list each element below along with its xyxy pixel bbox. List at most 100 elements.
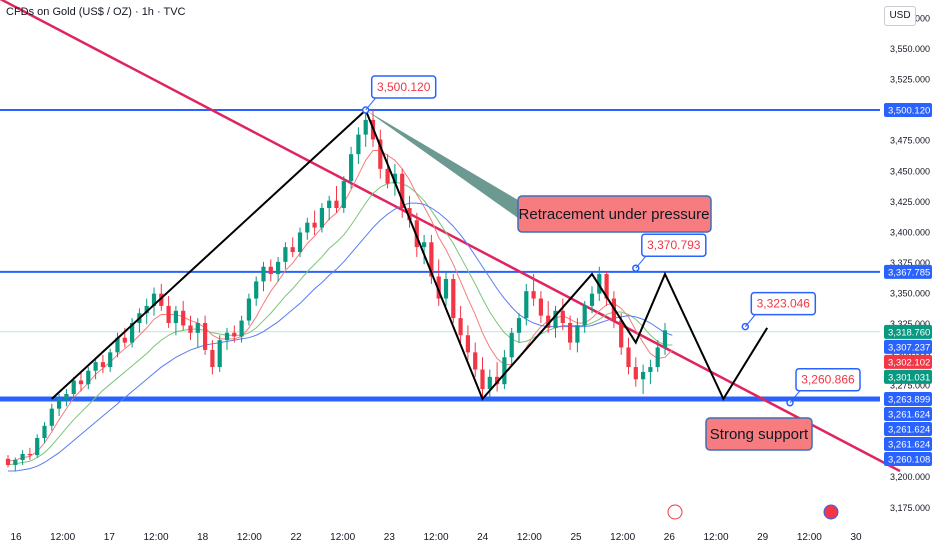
annotation-support-text: Strong support: [710, 426, 809, 443]
price-axis-badge: [884, 406, 932, 421]
candle-body: [181, 310, 186, 326]
x-tick-label: 17: [104, 532, 116, 543]
price-axis-badge-text: 3,307.237: [888, 342, 930, 353]
price-axis-badge: [884, 391, 932, 406]
candle-body: [217, 340, 222, 368]
price-label-leader: [744, 314, 756, 327]
price-axis-badge-text: 3,261.624: [888, 424, 930, 435]
x-tick-label: 12:00: [330, 532, 355, 543]
us-flag-icon: [823, 504, 839, 520]
y-tick-label: 3,325.000: [890, 319, 930, 329]
candle-body: [509, 332, 514, 358]
x-tick-label: 23: [384, 532, 396, 543]
candle-body: [341, 181, 346, 208]
candle-body: [538, 298, 543, 316]
candle-body: [49, 408, 54, 426]
candle-body: [495, 376, 500, 385]
y-tick-label: 3,425.000: [890, 197, 930, 207]
candle-body: [319, 208, 324, 228]
y-tick-label: 3,375.000: [890, 258, 930, 268]
candle-body: [203, 323, 208, 350]
candle-body: [502, 357, 507, 385]
candle-body: [210, 349, 215, 368]
price-label-leader: [789, 390, 801, 404]
candle-body: [356, 134, 361, 155]
candle-body: [86, 370, 91, 385]
candle-body: [108, 352, 113, 368]
currency-button[interactable]: USD: [884, 6, 916, 26]
candle-body: [422, 242, 427, 248]
price-axis-badge-text: 3,367.785: [888, 267, 930, 278]
price-axis-badge: [884, 324, 932, 339]
candle-body: [20, 453, 25, 461]
candle-body: [166, 305, 171, 324]
candle-body: [64, 393, 69, 399]
price-label-box: [641, 233, 707, 257]
candle-body: [173, 310, 178, 324]
candle-body: [305, 222, 310, 233]
candle-body: [582, 305, 587, 326]
candle-body: [334, 200, 339, 208]
candle-body: [13, 460, 18, 465]
candle-body: [407, 208, 412, 221]
x-tick-label: 12:00: [143, 532, 168, 543]
event-flash-icon: [667, 504, 683, 520]
zigzag-pattern: [51, 108, 769, 401]
price-label-box: [750, 291, 817, 316]
candle-body: [195, 323, 200, 333]
candle-body: [144, 305, 149, 314]
candle-body: [575, 325, 580, 343]
x-tick-label: 22: [290, 532, 302, 543]
price-axis-badge: [884, 451, 932, 466]
price-axis-badge-text: 3,301.031: [888, 372, 930, 383]
price-axis-badge-text: 3,261.624: [888, 409, 930, 420]
price-axis-badge-text: 3,302.102: [888, 357, 930, 368]
candle-body: [553, 310, 558, 328]
price-axis-badge-text: 3,261.624: [888, 439, 930, 450]
x-tick-label: 29: [757, 532, 769, 543]
candle-body: [443, 278, 449, 299]
candle-body: [546, 315, 551, 328]
candle-body: [473, 352, 478, 370]
candle-body: [378, 139, 383, 169]
price-label-text: 3,260.866: [801, 373, 855, 387]
y-tick-label: 3,550.000: [890, 44, 930, 54]
candle-body: [246, 298, 251, 321]
candle-body: [458, 318, 463, 336]
candle-body: [568, 323, 573, 343]
candle-body: [480, 369, 485, 390]
candle-body: [71, 380, 76, 394]
candle-body: [239, 320, 244, 337]
price-label-leader: [365, 97, 377, 111]
price-axis-badge: [884, 436, 932, 451]
candle-body: [349, 154, 354, 182]
candle-body: [363, 119, 368, 135]
candle-body: [641, 371, 646, 380]
price-label-box: [370, 75, 437, 99]
candle-body: [451, 278, 456, 319]
price-axis-badge: [884, 264, 932, 279]
price-label-box: [795, 367, 861, 392]
candle-body: [429, 242, 434, 277]
x-tick-label: 12:00: [517, 532, 542, 543]
candle-body: [531, 291, 536, 299]
symbol-title: CFDs on Gold (US$ / OZ) · 1h · TVC: [6, 6, 186, 18]
y-tick-label: 3,400.000: [890, 227, 930, 237]
price-axis-badge-text: 3,318.760: [888, 327, 930, 338]
x-tick-label: 12:00: [797, 532, 822, 543]
descending-trendline: [0, 0, 901, 473]
candle-body: [268, 266, 273, 275]
x-tick-label: 16: [10, 532, 22, 543]
candle-body: [560, 310, 565, 324]
candle-body: [130, 323, 135, 343]
y-tick-label: 3,275.000: [890, 380, 930, 390]
candle-body: [188, 325, 193, 333]
candle-body: [42, 425, 47, 439]
candle-body: [276, 261, 281, 275]
candle-body: [436, 276, 441, 299]
y-tick-label: 3,175.000: [890, 503, 930, 513]
price-label-text: 3,370.793: [647, 238, 701, 252]
y-tick-label: 3,475.000: [890, 136, 930, 146]
